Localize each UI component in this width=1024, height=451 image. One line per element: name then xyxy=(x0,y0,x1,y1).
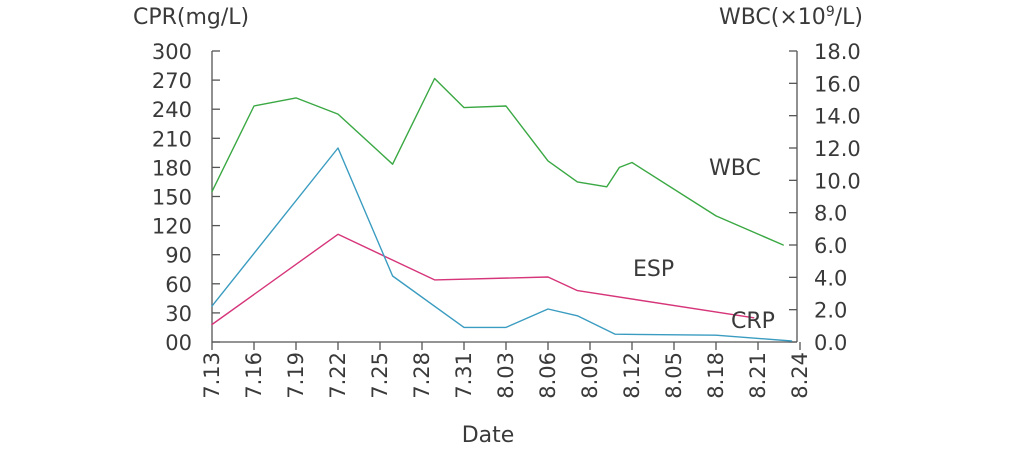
left-tick-label: 150 xyxy=(152,186,192,210)
series-line-esp xyxy=(211,233,755,326)
series-label-wbc: WBC xyxy=(709,156,761,181)
x-tick-label: 7.16 xyxy=(242,352,266,399)
right-tick-label: 18.0 xyxy=(814,40,861,64)
left-tick-label: 30 xyxy=(165,302,192,326)
series-line-wbc xyxy=(211,77,784,246)
left-y-axis: 00 30 60 90 120 150 180 210 240 270 300 xyxy=(152,40,220,355)
right-tick-label: 16.0 xyxy=(814,72,861,96)
right-tick-label: 8.0 xyxy=(814,202,847,226)
left-tick-label: 270 xyxy=(152,69,192,93)
x-tick-label: 7.19 xyxy=(284,352,308,399)
right-tick-label: 2.0 xyxy=(814,299,847,323)
left-axis-title: CPR(mg/L) xyxy=(133,5,249,30)
x-axis: 7.13 7.16 7.19 7.22 7.25 7.28 7.31 8.03 8.06 8.09… xyxy=(200,341,812,399)
right-tick-label: 12.0 xyxy=(814,137,861,161)
series-layer xyxy=(211,77,793,342)
left-tick-label: 210 xyxy=(152,127,192,151)
left-tick-label: 90 xyxy=(165,244,192,268)
x-tick-label: 7.28 xyxy=(410,352,434,399)
left-tick-label: 60 xyxy=(165,273,192,297)
left-tick-label: 240 xyxy=(152,98,192,122)
left-tick-label: 00 xyxy=(165,331,192,355)
right-tick-label: 6.0 xyxy=(814,234,847,258)
right-tick-label: 0.0 xyxy=(814,331,847,355)
x-tick-label: 7.25 xyxy=(368,352,392,399)
x-tick-label: 7.31 xyxy=(452,352,476,399)
series-label-esp: ESP xyxy=(633,257,674,282)
series-label-crp: CRP xyxy=(731,309,775,334)
x-tick-label: 8.06 xyxy=(536,352,560,399)
left-tick-label: 300 xyxy=(152,40,192,64)
x-axis-title: Date xyxy=(462,423,515,448)
left-tick-label: 120 xyxy=(152,215,192,239)
x-tick-label: 8.18 xyxy=(704,352,728,399)
right-y-axis: 0.0 2.0 4.0 6.0 8.0 10.0 12.0 14.0 16.0 18.0 xyxy=(789,40,861,355)
right-tick-label: 14.0 xyxy=(814,105,861,129)
x-tick-label: 8.03 xyxy=(494,352,518,399)
x-tick-label: 8.12 xyxy=(620,352,644,399)
x-tick-label: 7.13 xyxy=(200,352,224,399)
x-tick-label: 8.24 xyxy=(788,352,812,399)
x-tick-label: 8.21 xyxy=(746,352,770,399)
right-axis-title: WBC(×109/L) xyxy=(719,4,863,30)
left-tick-label: 180 xyxy=(152,156,192,180)
x-tick-label: 8.05 xyxy=(662,352,686,399)
x-tick-label: 7.22 xyxy=(326,352,350,399)
series-line-crp xyxy=(211,147,793,342)
right-tick-label: 10.0 xyxy=(814,169,861,193)
x-tick-label: 8.09 xyxy=(578,352,602,399)
right-tick-label: 4.0 xyxy=(814,266,847,290)
